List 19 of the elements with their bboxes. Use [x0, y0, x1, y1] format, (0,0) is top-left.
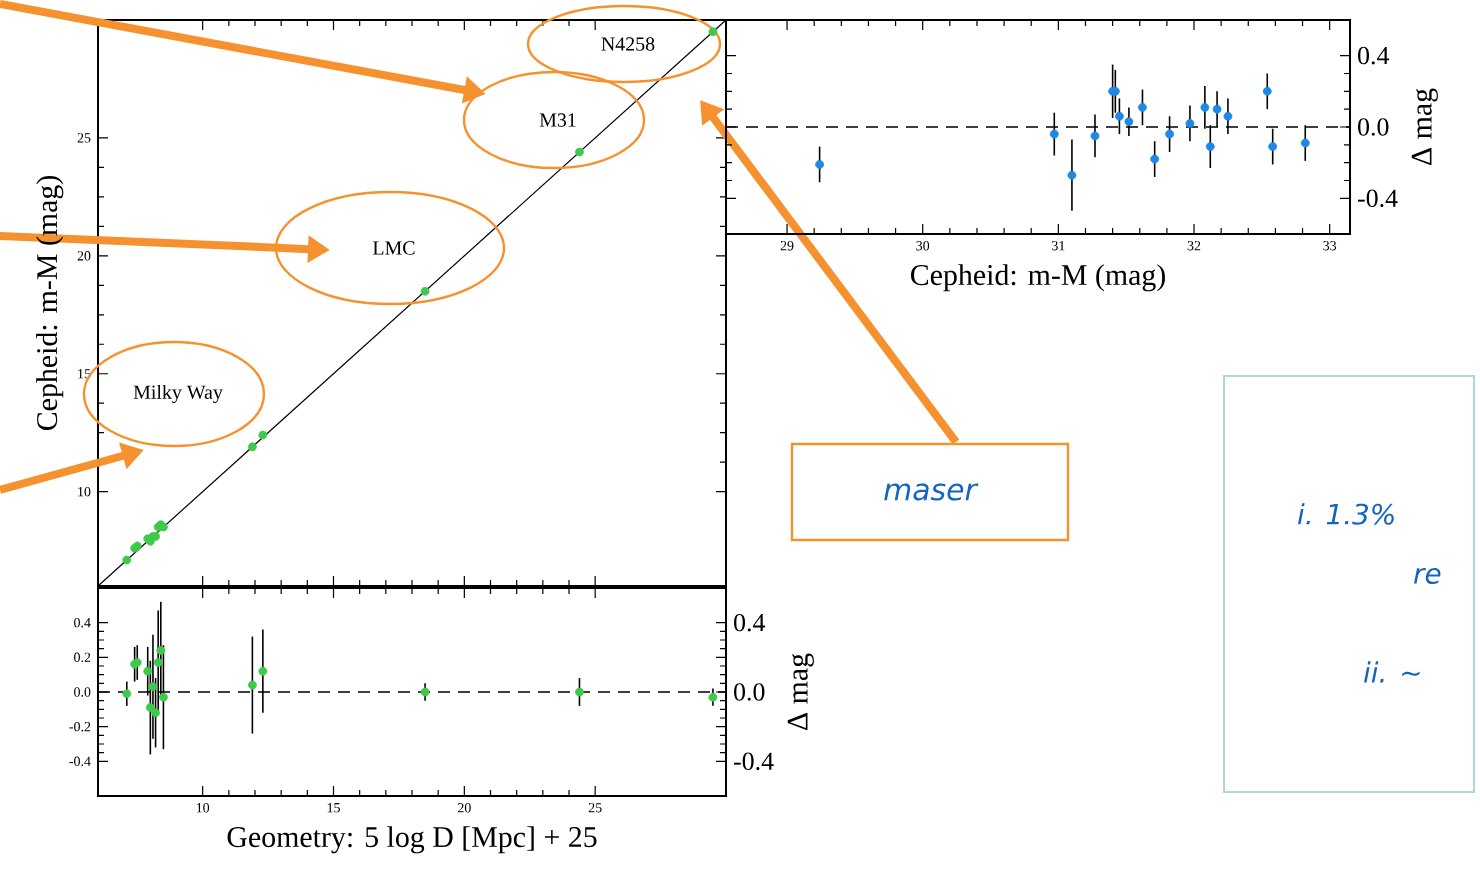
y-axis-title: Δ mag	[1411, 88, 1438, 165]
annotation: Milky Way	[133, 384, 223, 404]
y2-tick-label: 0.0	[734, 683, 765, 701]
y2-tick-label: 0.4	[734, 613, 766, 632]
y2-axis-title: Δ mag	[787, 653, 814, 730]
text: ii. ~	[1364, 661, 1420, 683]
annotation: N4258	[601, 37, 655, 51]
x-axis-title: Cepheid: m-M (mag)	[910, 264, 1165, 292]
y2-tick-label: -0.4	[734, 752, 774, 771]
annotation: M31	[539, 113, 576, 127]
y-tick-label: -0.4	[1358, 189, 1398, 208]
y-tick-label: 0.4	[1358, 46, 1390, 65]
x-axis-title: Geometry: 5 log D [Mpc] + 25	[227, 826, 597, 854]
annotation: LMC	[372, 241, 415, 255]
text: i. 1.3%	[1297, 503, 1394, 525]
y-tick-label: 0.0	[1358, 118, 1389, 136]
text: maser	[884, 483, 979, 501]
y-axis-title: Cepheid: m-M (mag)	[36, 176, 64, 431]
text: re	[1414, 567, 1441, 584]
